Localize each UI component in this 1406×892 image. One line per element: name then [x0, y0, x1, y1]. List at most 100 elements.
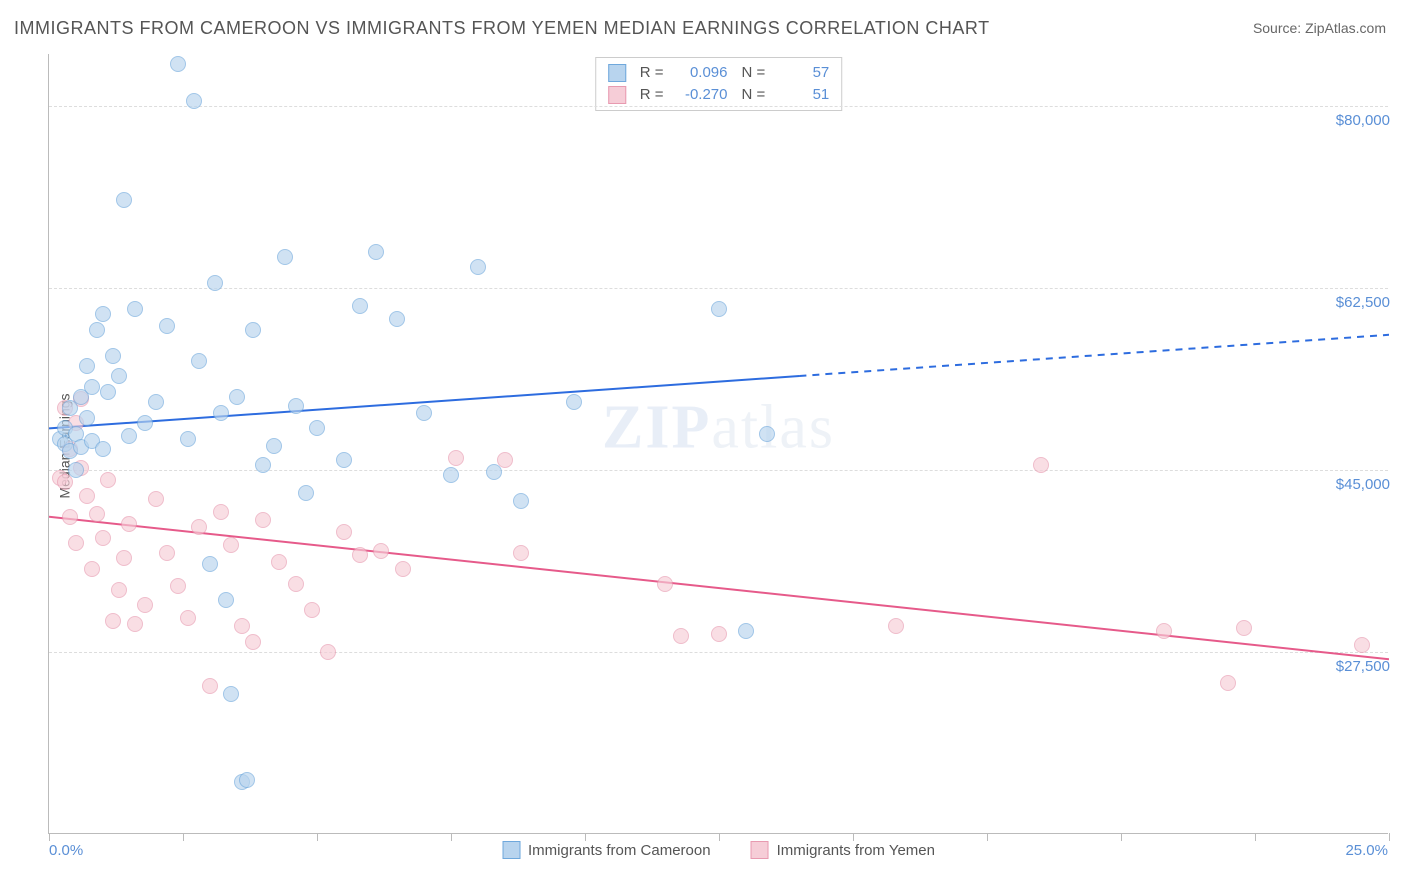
data-point [245, 634, 261, 650]
data-point [213, 405, 229, 421]
series-legend: Immigrants from Cameroon Immigrants from… [502, 841, 935, 859]
data-point [320, 644, 336, 660]
data-point [95, 530, 111, 546]
data-point [234, 618, 250, 634]
data-point [121, 428, 137, 444]
data-point [223, 537, 239, 553]
data-point [79, 358, 95, 374]
xtick [451, 833, 452, 841]
data-point [239, 772, 255, 788]
data-point [148, 491, 164, 507]
data-point [180, 431, 196, 447]
data-point [336, 452, 352, 468]
data-point [170, 578, 186, 594]
data-point [1220, 675, 1236, 691]
scatter-chart: ZIPatlas R = 0.096 N = 57 R = -0.270 N =… [48, 54, 1388, 834]
xtick [317, 833, 318, 841]
data-point [202, 556, 218, 572]
data-point [368, 244, 384, 260]
data-point [84, 561, 100, 577]
data-point [513, 545, 529, 561]
data-point [373, 543, 389, 559]
data-point [95, 306, 111, 322]
data-point [395, 561, 411, 577]
data-point [116, 550, 132, 566]
data-point [191, 353, 207, 369]
data-point [1033, 457, 1049, 473]
data-point [100, 384, 116, 400]
data-point [191, 519, 207, 535]
data-point [1354, 637, 1370, 653]
swatch-cameroon [502, 841, 520, 859]
data-point [711, 626, 727, 642]
chart-title: IMMIGRANTS FROM CAMEROON VS IMMIGRANTS F… [14, 18, 990, 39]
source-label: Source: ZipAtlas.com [1253, 20, 1386, 36]
data-point [57, 474, 73, 490]
xtick [719, 833, 720, 841]
data-point [137, 597, 153, 613]
data-point [127, 301, 143, 317]
data-point [288, 576, 304, 592]
xtick [1121, 833, 1122, 841]
data-point [105, 613, 121, 629]
data-point [111, 582, 127, 598]
data-point [255, 512, 271, 528]
data-point [266, 438, 282, 454]
data-point [566, 394, 582, 410]
data-point [277, 249, 293, 265]
data-point [79, 488, 95, 504]
data-point [218, 592, 234, 608]
xtick [1255, 833, 1256, 841]
data-point [213, 504, 229, 520]
xtick-label-last: 25.0% [1345, 842, 1388, 859]
data-point [95, 441, 111, 457]
data-point [68, 462, 84, 478]
trend-lines [49, 54, 1389, 834]
data-point [298, 485, 314, 501]
data-point [1236, 620, 1252, 636]
data-point [148, 394, 164, 410]
data-point [888, 618, 904, 634]
data-point [170, 56, 186, 72]
xtick [1389, 833, 1390, 841]
swatch-yemen [751, 841, 769, 859]
data-point [111, 368, 127, 384]
data-point [352, 298, 368, 314]
data-point [513, 493, 529, 509]
series-name-yemen: Immigrants from Yemen [777, 842, 935, 859]
data-point [127, 616, 143, 632]
data-point [62, 509, 78, 525]
data-point [443, 467, 459, 483]
data-point [116, 192, 132, 208]
data-point [255, 457, 271, 473]
data-point [271, 554, 287, 570]
data-point [223, 686, 239, 702]
data-point [207, 275, 223, 291]
data-point [180, 610, 196, 626]
data-point [336, 524, 352, 540]
data-point [186, 93, 202, 109]
xtick [853, 833, 854, 841]
data-point [84, 379, 100, 395]
data-point [711, 301, 727, 317]
data-point [105, 348, 121, 364]
legend-item-cameroon: Immigrants from Cameroon [502, 841, 711, 859]
xtick [585, 833, 586, 841]
xtick [987, 833, 988, 841]
series-name-cameroon: Immigrants from Cameroon [528, 842, 711, 859]
data-point [673, 628, 689, 644]
data-point [137, 415, 153, 431]
data-point [389, 311, 405, 327]
data-point [121, 516, 137, 532]
data-point [229, 389, 245, 405]
data-point [68, 535, 84, 551]
xtick-label-first: 0.0% [49, 842, 83, 859]
data-point [159, 545, 175, 561]
data-point [100, 472, 116, 488]
data-point [202, 678, 218, 694]
data-point [759, 426, 775, 442]
data-point [304, 602, 320, 618]
data-point [245, 322, 261, 338]
data-point [486, 464, 502, 480]
xtick [183, 833, 184, 841]
